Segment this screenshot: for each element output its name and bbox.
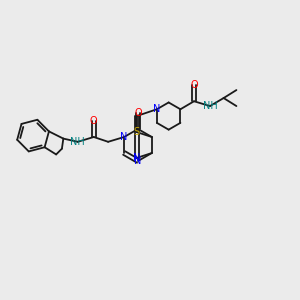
Text: N: N [133,153,140,163]
Text: O: O [134,108,142,118]
Text: S: S [134,127,140,137]
Text: O: O [90,116,98,126]
Text: N: N [134,156,142,166]
Text: O: O [190,80,198,90]
Text: N: N [153,104,161,114]
Text: N: N [121,132,128,142]
Text: NH: NH [202,101,217,111]
Text: NH: NH [70,137,85,147]
